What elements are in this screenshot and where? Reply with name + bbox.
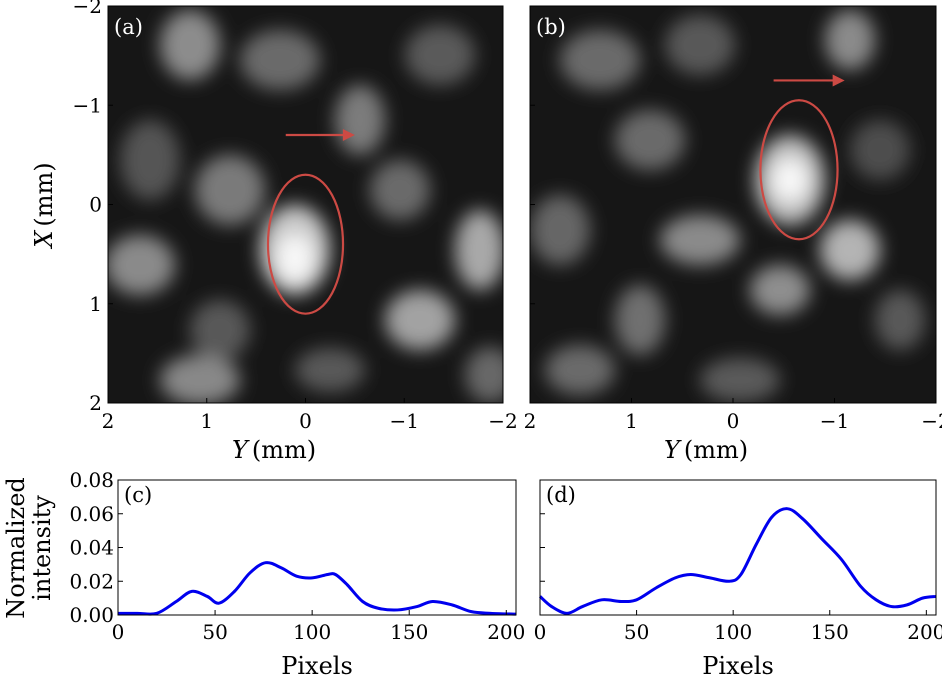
panel-label-b: (b): [536, 15, 566, 39]
x-tick-label-a: 0: [299, 409, 312, 433]
x-tick-label-b: −1: [820, 409, 849, 433]
highlight-ellipse-a: [266, 173, 345, 315]
x-axis-label-c: Pixels: [281, 652, 353, 680]
line-chart-c: (c) 0 50 100 150 200 0.00 0.02 0.04 0.06 0.08 Pix…: [2, 468, 525, 680]
x-tick-label-d: 0: [534, 620, 547, 644]
axis-ticks-c: 0 50 100 150 200 0.00 0.02 0.04 0.06 0.08: [69, 468, 525, 644]
x-tick-label-a: 2: [102, 409, 115, 433]
x-tick-label-d: 200: [907, 620, 942, 644]
y-axis-label-c-line2: intensity: [28, 495, 56, 601]
panel-label-c: (c): [124, 483, 152, 507]
line-chart-d: (d) 0 50 100 150 200 Pixels: [534, 479, 942, 680]
panel-label-d: (d): [546, 483, 576, 507]
x-axis-label-b: Y (mm): [664, 436, 748, 464]
axis-ticks-a: 2 1 0 −1 −2 −2 −1 0 1 2: [73, 0, 518, 433]
axis-ticks-b: 2 1 0 −1 −2: [524, 5, 942, 433]
axis-ticks-d: 0 50 100 150 200: [534, 479, 942, 644]
y-tick-label-a: 2: [89, 391, 102, 415]
x-tick-label-b: 1: [625, 409, 638, 433]
heatmap-a: [108, 6, 503, 403]
y-tick-label-c: 0.04: [69, 536, 114, 560]
panel-frame-c: [117, 479, 517, 616]
y-tick-label-a: −1: [73, 93, 102, 117]
x-tick-label-d: 100: [714, 620, 752, 644]
x-tick-label-c: 0: [112, 620, 125, 644]
x-tick-label-b: −2: [921, 409, 942, 433]
arrowhead-a: [342, 129, 355, 142]
y-tick-label-c: 0.00: [69, 603, 114, 627]
x-tick-label-a: 1: [200, 409, 213, 433]
panel-frame-d: [539, 479, 937, 616]
panel-label-a: (a): [114, 15, 143, 39]
y-axis-label-c: Normalized: [2, 477, 30, 619]
y-tick-label-c: 0.02: [69, 569, 114, 593]
x-tick-label-c: 200: [487, 620, 525, 644]
x-tick-label-a: −1: [390, 409, 419, 433]
x-tick-label-d: 150: [811, 620, 849, 644]
x-tick-label-b: 2: [524, 409, 537, 433]
x-tick-label-c: 100: [293, 620, 331, 644]
highlight-ellipse-b: [759, 99, 839, 241]
y-tick-label-a: 0: [89, 193, 102, 217]
x-axis-label-d: Pixels: [702, 652, 774, 680]
y-tick-label-c: 0.06: [69, 502, 114, 526]
intensity-line-c: [117, 561, 517, 616]
x-tick-label-c: 50: [202, 620, 227, 644]
x-tick-label-a: −2: [488, 409, 517, 433]
x-tick-label-d: 50: [624, 620, 649, 644]
intensity-line-d: [538, 507, 937, 615]
y-tick-label-c: 0.08: [69, 468, 114, 492]
y-tick-label-a: 1: [89, 292, 102, 316]
x-axis-label-a: Y (mm): [232, 436, 316, 464]
heatmap-b: [530, 6, 936, 403]
arrowhead-b: [832, 74, 845, 87]
x-tick-label-c: 150: [390, 620, 428, 644]
x-tick-label-b: 0: [727, 409, 740, 433]
y-tick-label-a: −2: [73, 0, 102, 18]
y-axis-label-a: X(mm): [30, 162, 58, 249]
